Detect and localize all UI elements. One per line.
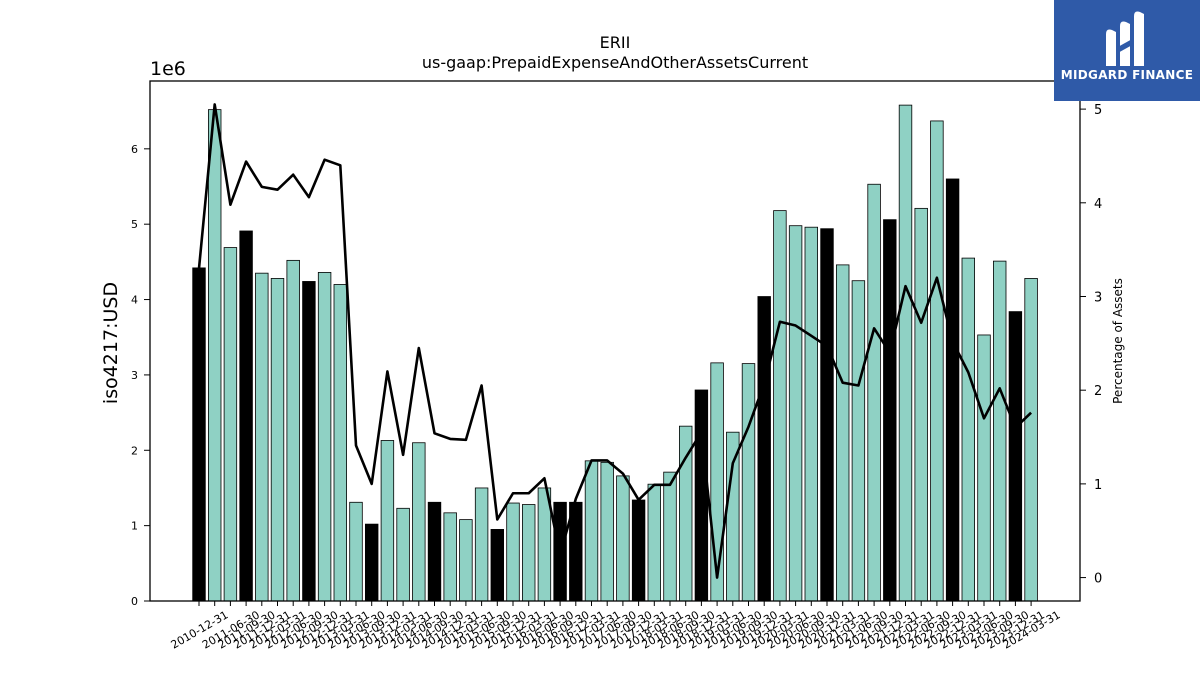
bar-2023-12-31 bbox=[1008, 311, 1023, 602]
bar-2020-12-31 bbox=[820, 228, 834, 602]
y2-tick-label: 5 bbox=[1094, 103, 1102, 118]
bar-2021-03-31 bbox=[836, 264, 850, 602]
y2-tick-label: 4 bbox=[1094, 197, 1102, 212]
y2-tick-label: 2 bbox=[1094, 384, 1102, 399]
y-tick-label: 5 bbox=[131, 218, 138, 231]
bar-2017-06-30 bbox=[600, 461, 614, 602]
bar-2021-06-30 bbox=[851, 280, 866, 602]
bar-2011-06-30 bbox=[223, 247, 238, 602]
bar-2017-09-30 bbox=[616, 475, 630, 602]
bar-2024-03-31 bbox=[1024, 278, 1038, 602]
x-ticks-group: 2010-12-312011-06-302011-09-302011-12-31… bbox=[169, 601, 1063, 652]
bar-2018-03-31 bbox=[647, 483, 662, 602]
bar-2013-06-30 bbox=[349, 501, 363, 602]
bar-2010-12-31 bbox=[192, 267, 206, 602]
logo-mark-icon bbox=[1106, 11, 1144, 66]
bar-2016-03-31 bbox=[522, 504, 536, 602]
bar-2019-06-30 bbox=[726, 431, 740, 602]
bar-2012-12-31 bbox=[317, 272, 332, 602]
bar-2019-03-31 bbox=[710, 362, 724, 602]
bar-2015-03-31 bbox=[459, 519, 473, 602]
bar-2022-03-31 bbox=[898, 104, 913, 602]
bar-2012-09-30 bbox=[302, 281, 316, 602]
bar-2013-09-30 bbox=[364, 523, 379, 602]
bar-2013-03-31 bbox=[333, 284, 348, 602]
bar-2017-03-31 bbox=[584, 460, 599, 602]
bar-2020-06-30 bbox=[788, 225, 803, 602]
y2-tick-label: 3 bbox=[1094, 290, 1102, 305]
y2-tick-label: 0 bbox=[1094, 572, 1102, 587]
bar-2023-09-30 bbox=[993, 260, 1007, 602]
bar-2018-12-31 bbox=[694, 389, 709, 602]
bar-2014-12-31 bbox=[443, 512, 457, 602]
bar-2022-12-31 bbox=[945, 178, 960, 602]
plot-frame bbox=[149, 80, 1081, 602]
bar-2011-12-31 bbox=[255, 272, 269, 602]
bar-2021-12-31 bbox=[883, 219, 897, 602]
logo-text: MIDGARD FINANCE bbox=[1060, 68, 1194, 82]
bar-2014-03-31 bbox=[396, 507, 410, 602]
bar-2012-06-30 bbox=[286, 259, 300, 602]
bar-2021-09-30 bbox=[867, 183, 881, 602]
y-tick-label: 2 bbox=[131, 444, 138, 457]
bar-2020-09-30 bbox=[804, 226, 819, 602]
y-offset-label: 1e6 bbox=[150, 58, 186, 80]
bar-2020-03-31 bbox=[773, 210, 787, 602]
bar-2018-06-30 bbox=[663, 471, 677, 602]
bar-2023-03-31 bbox=[961, 257, 976, 602]
y-ticks-group: 0 1 2 3 4 5 6 bbox=[131, 143, 150, 608]
line-group bbox=[197, 103, 1032, 579]
y-tick-label: 1 bbox=[131, 520, 138, 533]
bar-2022-09-30 bbox=[930, 120, 944, 602]
bar-2011-09-30 bbox=[239, 230, 253, 602]
brand-logo: MIDGARD FINANCE bbox=[1054, 0, 1200, 101]
y-axis-label: iso4217:USD bbox=[100, 282, 122, 404]
chart-subtitle: us-gaap:PrepaidExpenseAndOtherAssetsCurr… bbox=[422, 53, 808, 72]
bar-2011-03-31 bbox=[207, 109, 222, 602]
bar-2019-09-30 bbox=[741, 363, 756, 602]
bar-2013-12-31 bbox=[380, 440, 395, 602]
y-tick-label: 3 bbox=[131, 369, 138, 382]
bar-2023-06-30 bbox=[977, 334, 991, 602]
bar-2015-09-30 bbox=[490, 529, 505, 602]
y-tick-label: 0 bbox=[131, 595, 138, 608]
y2-axis-label: Percentage of Assets bbox=[1111, 278, 1125, 404]
y2-tick-label: 1 bbox=[1094, 478, 1102, 493]
bar-2015-12-31 bbox=[506, 502, 520, 602]
percentage-line bbox=[197, 103, 1032, 579]
bar-2012-03-31 bbox=[270, 278, 285, 602]
chart-title: ERII bbox=[600, 33, 631, 52]
bar-2019-12-31 bbox=[757, 296, 771, 602]
bar-2015-06-30 bbox=[474, 487, 489, 602]
bar-2014-06-30 bbox=[412, 442, 426, 602]
bar-2014-09-30 bbox=[427, 501, 442, 602]
bar-2017-12-31 bbox=[631, 499, 646, 602]
bar-2022-06-30 bbox=[914, 207, 928, 602]
y-tick-label: 6 bbox=[131, 143, 138, 156]
y2-ticks-group: 0 1 2 3 4 5 bbox=[1080, 103, 1102, 587]
bars-group bbox=[192, 104, 1038, 602]
y-tick-label: 4 bbox=[131, 294, 138, 307]
